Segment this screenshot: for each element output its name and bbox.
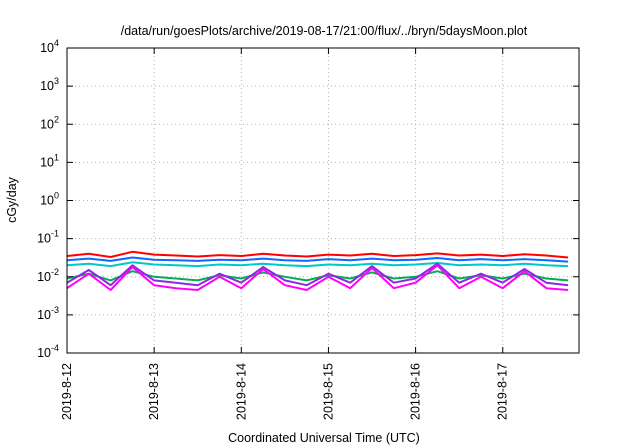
y-tick-label-exponent: -1	[51, 229, 59, 239]
chart-title: /data/run/goesPlots/archive/2019-08-17/2…	[121, 24, 528, 38]
grid	[67, 48, 579, 353]
y-tick-label-base: 10	[40, 79, 54, 93]
x-tick-labels: 2019-8-12 2019-8-13 2019-8-14 2019-8-15 2019…	[60, 363, 510, 420]
y-tick-label-exponent: -3	[51, 305, 59, 315]
x-tick-label: 2019-8-17	[496, 363, 510, 420]
y-tick-label: 104	[40, 38, 59, 55]
y-tick-label-exponent: 0	[54, 191, 59, 201]
series-group	[66, 250, 569, 291]
series-line-6	[66, 264, 569, 291]
y-tick-label: 10-4	[37, 343, 59, 360]
x-tick-label: 2019-8-16	[409, 363, 423, 420]
y-tick-label-exponent: -4	[51, 343, 59, 353]
y-tick-label-base: 10	[37, 232, 51, 246]
y-tick-label-exponent: 1	[54, 152, 59, 162]
series-line-2	[66, 256, 569, 263]
series-line-5	[66, 262, 569, 287]
y-tick-label-exponent: 3	[54, 76, 59, 86]
y-tick-label-base: 10	[40, 194, 54, 208]
x-axis-label: Coordinated Universal Time (UTC)	[228, 431, 420, 445]
y-tick-label-exponent: 2	[54, 114, 59, 124]
y-tick-label: 103	[40, 76, 59, 93]
y-tick-label: 10-3	[37, 305, 59, 322]
y-tick-label-base: 10	[37, 270, 51, 284]
y-tick-label: 100	[40, 191, 59, 208]
y-tick-label-exponent: 4	[54, 38, 59, 48]
y-tick-label-base: 10	[40, 155, 54, 169]
y-tick-label: 101	[40, 152, 59, 169]
y-tick-label: 10-1	[37, 229, 59, 246]
y-tick-label-base: 10	[37, 308, 51, 322]
y-axis-label: cGy/day	[5, 176, 19, 223]
y-tick-label-exponent: -2	[51, 267, 59, 277]
series-line-3	[66, 261, 569, 268]
series-line-1	[66, 250, 569, 259]
y-tick-label: 10-2	[37, 267, 59, 284]
y-tick-label-base: 10	[40, 117, 54, 131]
y-tick-label: 102	[40, 114, 59, 131]
y-tick-label-base: 10	[37, 346, 51, 360]
x-tick-label: 2019-8-13	[147, 363, 161, 420]
x-tick-label: 2019-8-14	[234, 363, 248, 420]
x-tick-label: 2019-8-12	[60, 363, 74, 420]
tick-marks	[66, 47, 579, 354]
x-tick-label: 2019-8-15	[321, 363, 335, 420]
y-tick-label-base: 10	[40, 41, 54, 55]
